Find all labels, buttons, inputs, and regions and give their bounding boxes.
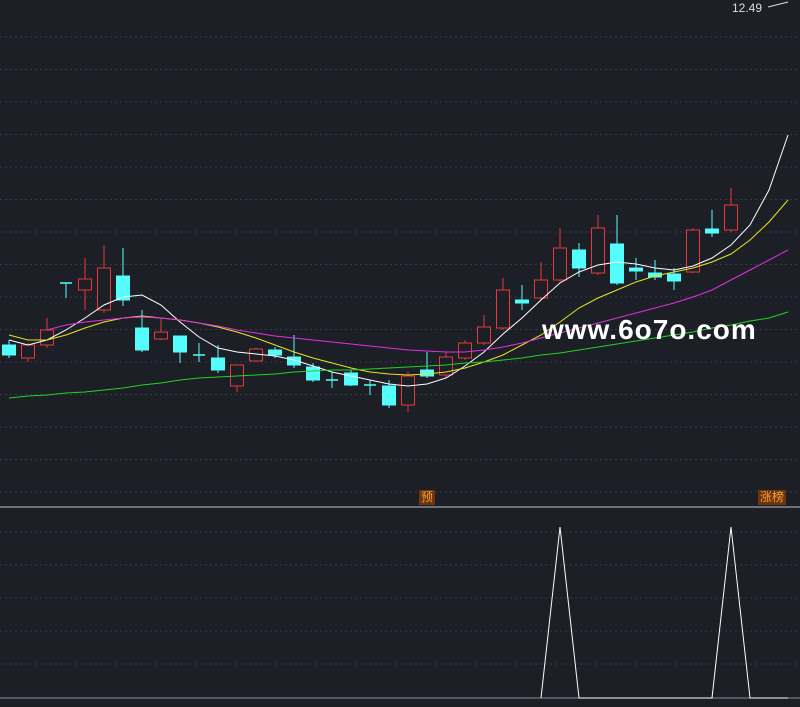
candle-body bbox=[211, 357, 225, 371]
candle-body bbox=[97, 267, 111, 311]
line-series bbox=[540, 526, 788, 699]
candle-body bbox=[667, 273, 681, 282]
candle-body bbox=[705, 228, 719, 234]
candle-body bbox=[344, 372, 358, 386]
candle-body bbox=[268, 349, 282, 356]
candle-body bbox=[116, 275, 130, 301]
candle-body bbox=[287, 356, 301, 366]
line-series bbox=[8, 134, 789, 387]
line-series bbox=[8, 311, 789, 399]
plot bbox=[2, 134, 789, 699]
candle-body bbox=[629, 267, 643, 272]
candle-body bbox=[477, 326, 491, 344]
candle-body bbox=[515, 299, 529, 304]
candle-body bbox=[249, 348, 263, 362]
candle-body bbox=[154, 331, 168, 340]
candle-body bbox=[401, 375, 415, 406]
candle-body bbox=[553, 247, 567, 281]
candle-body bbox=[591, 227, 605, 274]
candle-body bbox=[173, 335, 187, 353]
candle-body bbox=[306, 366, 320, 381]
candle-body bbox=[686, 229, 700, 273]
candle-body bbox=[724, 204, 738, 231]
candle-body bbox=[21, 344, 35, 359]
line-series bbox=[46, 249, 789, 353]
candle-body bbox=[572, 249, 586, 269]
candle-body bbox=[135, 327, 149, 351]
candle-body bbox=[458, 342, 472, 359]
high-label: 12.49 bbox=[732, 1, 763, 15]
candle-body bbox=[2, 344, 16, 356]
candle-body bbox=[78, 278, 92, 291]
grid bbox=[0, 36, 800, 665]
candle-body bbox=[534, 279, 548, 299]
watermark: www.6o7o.com bbox=[542, 314, 757, 345]
annotation: 预 bbox=[419, 490, 436, 505]
line-series bbox=[8, 199, 789, 376]
candle-body bbox=[496, 289, 510, 329]
high-arrow bbox=[767, 1, 789, 8]
annotation: 涨榜 bbox=[758, 490, 787, 505]
candle-body bbox=[610, 243, 624, 284]
candle-body bbox=[382, 385, 396, 406]
candle-body bbox=[439, 356, 453, 376]
candle-body bbox=[420, 369, 434, 377]
